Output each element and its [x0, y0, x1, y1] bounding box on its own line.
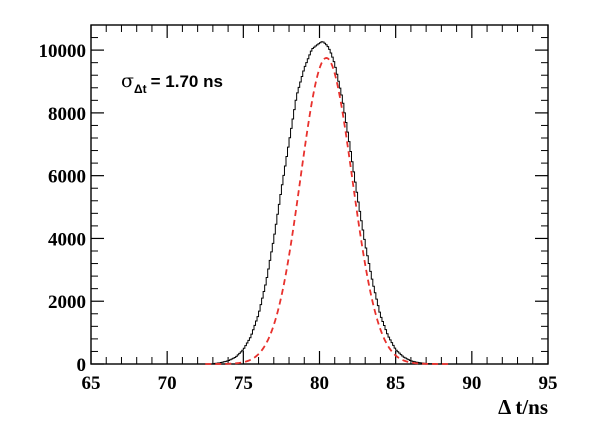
y-tick-label: 8000: [48, 104, 86, 125]
x-tick-label: 95: [539, 373, 558, 394]
x-tick-label: 90: [462, 373, 481, 394]
series-layer: [91, 41, 548, 365]
axis-ticks: [90, 24, 549, 365]
y-tick-label: 4000: [48, 229, 86, 250]
histogram-series: [91, 41, 548, 365]
y-tick-label: 0: [77, 355, 87, 376]
y-tick-label: 2000: [48, 292, 86, 313]
x-tick-label: 65: [82, 373, 101, 394]
y-tick-label: 10000: [39, 41, 87, 62]
x-tick-label: 85: [386, 373, 405, 394]
sigma-annotation: σΔt = 1.70 ns: [121, 70, 223, 96]
gaussian-fit-series: [205, 57, 449, 365]
x-tick-label: 80: [310, 373, 329, 394]
y-tick-label: 6000: [48, 167, 86, 188]
x-axis-title: Δ t/ns: [498, 395, 548, 419]
tick-labels: 65 70 75 80 85 90 95 0 2000 4000 6000 8000 10000: [39, 41, 558, 394]
sigma-subscript: Δt: [134, 82, 147, 96]
sigma-value: = 1.70 ns: [151, 72, 223, 91]
sigma-symbol: σ: [121, 70, 134, 92]
x-tick-label: 75: [234, 373, 253, 394]
x-tick-label: 70: [158, 373, 177, 394]
